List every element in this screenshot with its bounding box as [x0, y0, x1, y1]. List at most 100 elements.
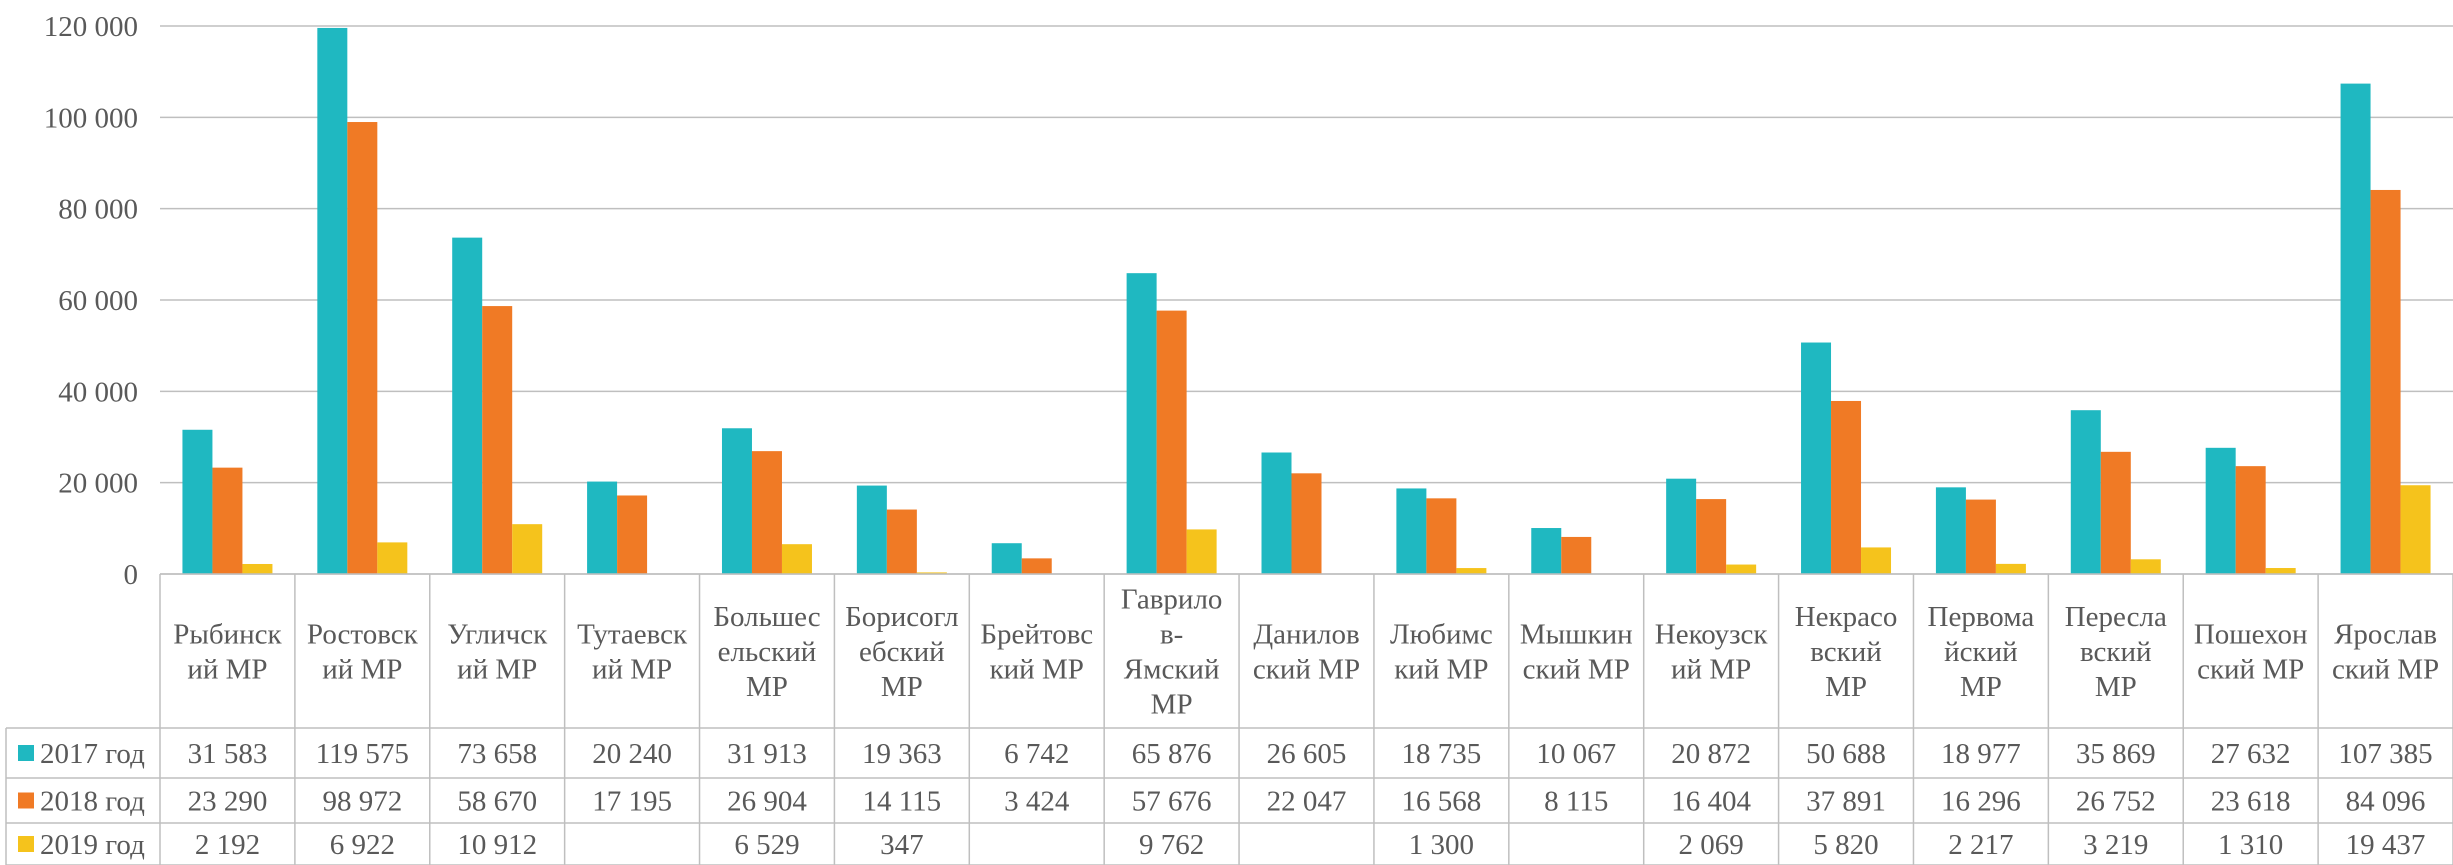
category-label: ский МР — [1523, 653, 1630, 685]
category-label: Любимс — [1390, 618, 1493, 650]
bar-2019-год-13 — [1995, 563, 2026, 574]
table-cell-value: 31 913 — [727, 738, 807, 770]
bar-2018-год-15 — [2235, 466, 2266, 574]
bar-2019-год-12 — [1861, 547, 1892, 574]
table-cell-value: 16 296 — [1941, 786, 2021, 818]
bar-2019-год-14 — [2130, 559, 2161, 574]
bar-2018-год-12 — [1831, 400, 1862, 574]
bar-2017-год-13 — [1935, 487, 1966, 574]
category-label: ский МР — [2332, 653, 2439, 685]
table-cell-value: 26 904 — [727, 786, 807, 818]
table-cell-value: 98 972 — [322, 786, 402, 818]
y-tick-label: 0 — [124, 559, 139, 591]
table-cell-value: 31 583 — [188, 738, 268, 770]
bar-2018-год-8 — [1291, 473, 1322, 574]
category-label: ий МР — [457, 653, 537, 685]
bar-2017-год-0 — [182, 429, 213, 574]
category-label: ский МР — [2197, 653, 2304, 685]
table-cell-value: 27 632 — [2211, 738, 2291, 770]
bar-2019-год-7 — [1186, 529, 1217, 574]
bars — [182, 27, 2431, 575]
table-cell-value: 73 658 — [457, 738, 537, 770]
table-cell-value: 20 240 — [592, 738, 672, 770]
category-label: ельский — [718, 636, 817, 668]
category-label: кий МР — [990, 653, 1084, 685]
category-label: Пересла — [2065, 601, 2167, 633]
bar-2019-год-16 — [2400, 485, 2431, 574]
bar-2018-год-11 — [1696, 499, 1727, 574]
table-cell-value: 6 922 — [330, 829, 395, 861]
category-label: Ямский — [1124, 653, 1220, 685]
category-label: МР — [1960, 671, 2002, 703]
category-label: Брейтовс — [980, 618, 1093, 650]
bar-2017-год-12 — [1801, 342, 1832, 574]
bar-2018-год-1 — [347, 122, 378, 575]
y-tick-label: 80 000 — [58, 194, 138, 226]
category-label: в- — [1160, 618, 1183, 650]
bar-2019-год-11 — [1726, 564, 1757, 574]
table-cell-value: 16 404 — [1671, 786, 1751, 818]
bar-2017-год-3 — [587, 481, 618, 574]
table-cell-value: 14 115 — [863, 786, 942, 818]
table-cell-value: 18 735 — [1402, 738, 1482, 770]
bar-2018-год-16 — [2370, 189, 2401, 574]
table-cell-value: 65 876 — [1132, 738, 1212, 770]
table-cell-value: 57 676 — [1132, 786, 1212, 818]
legend-label: 2018 год — [40, 786, 145, 818]
category-label: Ростовск — [307, 618, 419, 650]
bar-2018-год-9 — [1426, 498, 1457, 574]
y-axis: 0 20 000 40 000 60 000 80 000 100 000 120 000 — [44, 11, 138, 591]
bar-2017-год-5 — [856, 485, 887, 574]
y-tick-label: 120 000 — [44, 11, 138, 43]
legend-swatch — [18, 792, 34, 809]
table-cell-value: 2 192 — [195, 829, 260, 861]
category-label: ий МР — [187, 653, 267, 685]
category-label: МР — [1151, 688, 1193, 720]
category-label: Тутаевск — [577, 618, 688, 650]
category-label: ебский — [859, 636, 945, 668]
table-cell-value: 3 219 — [2083, 829, 2148, 861]
bar-2019-год-15 — [2265, 568, 2296, 574]
table-cell-value: 50 688 — [1806, 738, 1886, 770]
category-label: вский — [1810, 636, 1882, 668]
table-cell-value: 16 568 — [1402, 786, 1482, 818]
table-cell-value: 1 310 — [2218, 829, 2283, 861]
table-cell-value: 5 820 — [1813, 829, 1878, 861]
table-cell-value: 37 891 — [1806, 786, 1886, 818]
bar-2017-год-11 — [1666, 478, 1697, 574]
category-label: кий МР — [1394, 653, 1488, 685]
table-cell-value: 18 977 — [1941, 738, 2021, 770]
table-cell-value: 58 670 — [457, 786, 537, 818]
table-cell-value: 8 115 — [1544, 786, 1608, 818]
table-cell-value: 20 872 — [1671, 738, 1751, 770]
table-cell-value: 19 437 — [2346, 829, 2426, 861]
bar-2019-год-1 — [377, 542, 408, 574]
table-cell-value: 3 424 — [1004, 786, 1070, 818]
bar-2018-год-4 — [751, 451, 782, 574]
bar-2018-год-6 — [1021, 558, 1052, 574]
category-label: Некрасо — [1795, 601, 1898, 633]
category-label: Борисогл — [845, 601, 958, 633]
bar-2018-год-7 — [1156, 310, 1187, 574]
table-cell-value: 9 762 — [1139, 829, 1204, 861]
legend-label: 2017 год — [40, 738, 145, 770]
category-label: МР — [746, 671, 788, 703]
bar-2019-год-9 — [1456, 568, 1487, 574]
bar-2019-год-2 — [512, 524, 543, 574]
table-cell-value: 26 605 — [1267, 738, 1347, 770]
bar-2017-год-6 — [991, 543, 1022, 574]
category-label: ий МР — [322, 653, 402, 685]
bar-2017-год-8 — [1261, 452, 1292, 574]
bar-2019-год-5 — [916, 572, 947, 574]
category-label: ий МР — [592, 653, 672, 685]
category-label: Некоузск — [1655, 618, 1769, 650]
bar-2017-год-15 — [2205, 447, 2236, 574]
bar-2018-год-0 — [212, 467, 243, 574]
bar-2017-год-14 — [2070, 410, 2101, 574]
category-label: Мышкин — [1520, 618, 1633, 650]
bar-2018-год-2 — [482, 306, 513, 574]
legend-swatch — [18, 745, 34, 761]
y-tick-label: 20 000 — [58, 468, 138, 500]
category-label: МР — [1825, 671, 1867, 703]
bar-2018-год-14 — [2100, 451, 2131, 574]
